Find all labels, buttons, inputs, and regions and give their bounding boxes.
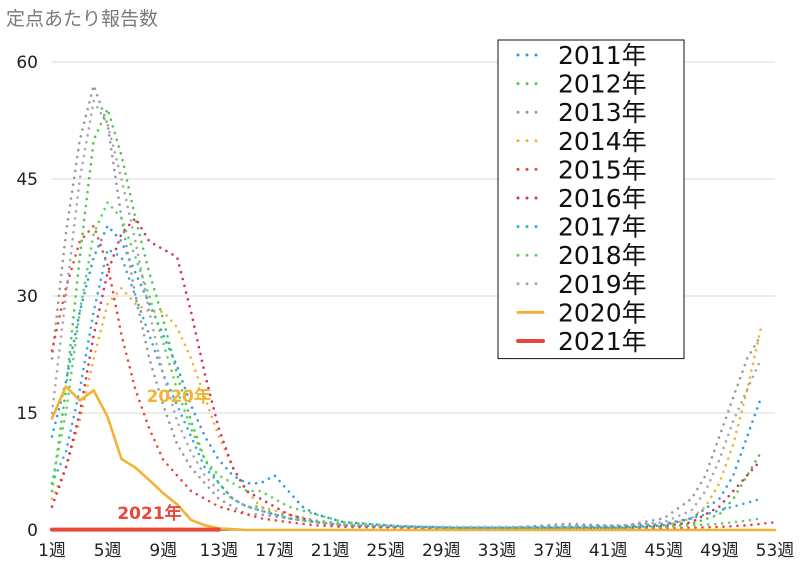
x-tick-label: 53週 [756, 541, 795, 561]
y-tick-labels: 0 15 30 45 60 [16, 53, 38, 541]
legend-label: 2017年 [558, 213, 647, 242]
series-line-2020年 [50, 385, 777, 532]
x-tick-label: 45週 [644, 541, 683, 561]
series-line-2016年 [50, 216, 763, 530]
y-tick-label: 0 [27, 521, 38, 541]
x-tick-label: 29週 [422, 541, 461, 561]
series-lines [50, 84, 777, 532]
legend-label: 2021年 [558, 327, 647, 356]
legend-box [497, 39, 685, 360]
x-tick-label: 37週 [533, 541, 572, 561]
legend-label: 2011年 [558, 41, 647, 70]
series-line-2017年 [50, 247, 763, 530]
legend-label: 2013年 [558, 98, 647, 127]
y-axis-title: 定点あたり報告数 [6, 8, 159, 30]
series-line-2019年 [50, 99, 763, 529]
annotations: 2020年 2021年 [117, 386, 211, 524]
y-tick-label: 60 [16, 53, 38, 73]
legend-label: 2020年 [558, 298, 647, 327]
legend-label: 2019年 [558, 270, 647, 299]
x-tick-label: 9週 [149, 541, 177, 561]
legend-label: 2018年 [558, 241, 647, 270]
x-tick-label: 25週 [366, 541, 405, 561]
x-tick-label: 21週 [311, 541, 350, 561]
series-line-2011年 [50, 224, 763, 530]
legend-label: 2012年 [558, 70, 647, 99]
x-tick-label: 33週 [478, 541, 517, 561]
y-tick-label: 15 [16, 404, 38, 424]
y-tick-label: 30 [16, 287, 38, 307]
series-line-2018年 [50, 201, 763, 530]
annotation-label: 2020年 [147, 386, 211, 407]
x-tick-label: 41週 [589, 541, 628, 561]
y-tick-label: 45 [16, 170, 38, 190]
x-tick-label: 1週 [38, 541, 66, 561]
legend-label: 2014年 [558, 127, 647, 156]
x-tick-label: 17週 [255, 541, 294, 561]
x-tick-label: 13週 [200, 541, 239, 561]
annotation-label: 2021年 [117, 503, 181, 524]
legend-label: 2015年 [558, 155, 647, 184]
legend: 2011年2012年2013年2014年2015年2016年2017年2018年… [497, 39, 685, 360]
legend-label: 2016年 [558, 184, 647, 213]
series-line-2014年 [50, 286, 763, 530]
x-tick-labels: 1週 5週 9週 13週 17週 21週 25週 29週 33週 37週 41週 45週 49週 53週 [38, 541, 794, 561]
x-tick-label: 49週 [700, 541, 739, 561]
x-tick-label: 5週 [94, 541, 122, 561]
